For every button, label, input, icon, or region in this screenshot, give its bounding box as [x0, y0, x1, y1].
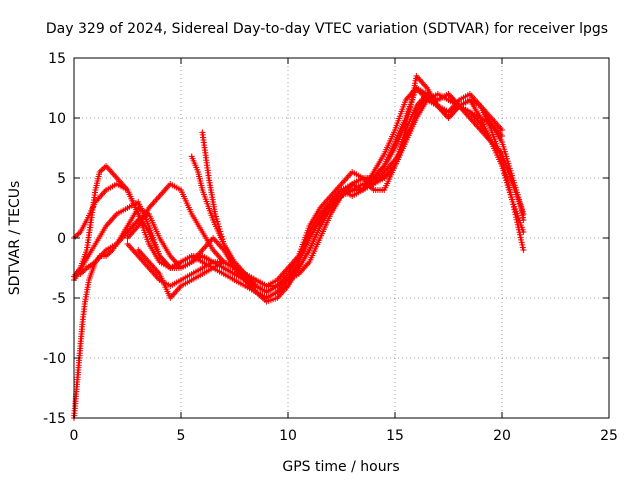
y-axis-label: SDTVAR / TECUs: [7, 181, 23, 296]
series-arc-11: [499, 151, 527, 223]
y-tick-label: -15: [43, 411, 66, 427]
y-tick-label: 5: [57, 171, 66, 187]
y-tick-label: -10: [43, 351, 66, 367]
x-tick-label: 25: [600, 428, 618, 444]
chart-title: Day 329 of 2024, Sidereal Day-to-day VTE…: [46, 21, 608, 37]
series-layer: [71, 73, 527, 421]
x-tick-label: 20: [493, 428, 511, 444]
tick-layer: 0 5 10 15 20 25 -15 -10 -5 0 5 10 15: [43, 51, 618, 444]
y-tick-label: -5: [52, 291, 66, 307]
x-axis-label: GPS time / hours: [282, 459, 399, 475]
y-tick-label: 15: [48, 51, 66, 67]
y-tick-label: 10: [48, 111, 66, 127]
x-tick-label: 10: [279, 428, 297, 444]
series-arc-8: [188, 153, 270, 295]
series-arc-10: [71, 97, 527, 289]
x-tick-label: 15: [386, 428, 404, 444]
grid-layer: [74, 58, 609, 418]
x-tick-label: 5: [177, 428, 186, 444]
series-markers: [499, 151, 527, 223]
y-tick-label: 0: [57, 231, 66, 247]
x-tick-label: 0: [70, 428, 79, 444]
